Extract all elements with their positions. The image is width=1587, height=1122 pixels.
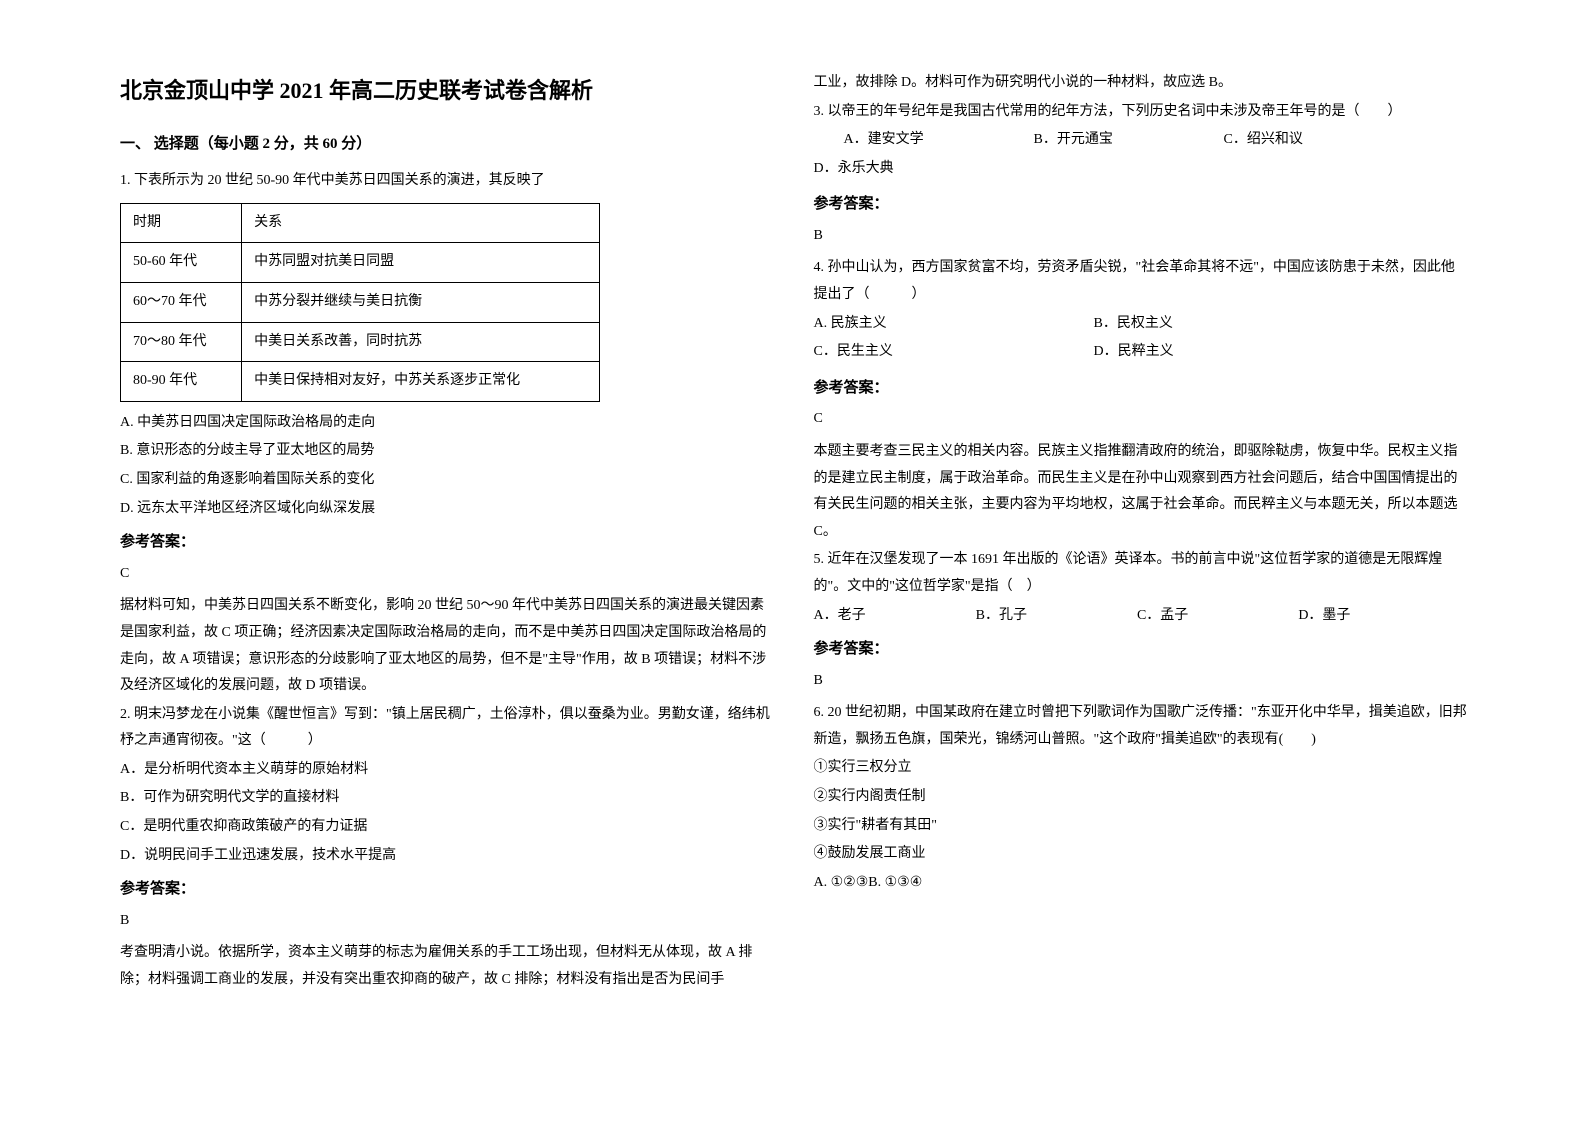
- table-row: 80-90 年代 中美日保持相对友好，中苏关系逐步正常化: [121, 362, 600, 402]
- q3-option: B．开元通宝: [1034, 127, 1224, 154]
- q2-answer: B: [120, 908, 774, 935]
- q6-item: ④鼓励发展工商业: [814, 841, 1468, 868]
- table-cell: 70～80 年代: [121, 322, 242, 362]
- q2-explanation-p1: 考查明清小说。依据所学，资本主义萌芽的标志为雇佣关系的手工工场出现，但材料无从体…: [120, 940, 774, 993]
- table-row: 50-60 年代 中苏同盟对抗美日同盟: [121, 243, 600, 283]
- q5-options: A．老子 B．孔子 C．孟子 D．墨子: [814, 603, 1468, 630]
- q2-option: C．是明代重农抑商政策破产的有力证据: [120, 814, 774, 841]
- q5-stem: 5. 近年在汉堡发现了一本 1691 年出版的《论语》英译本。书的前言中说"这位…: [814, 547, 1468, 600]
- q3-answer: B: [814, 223, 1468, 250]
- answer-label: 参考答案：: [814, 190, 1468, 219]
- q1-option: B. 意识形态的分歧主导了亚太地区的局势: [120, 438, 774, 465]
- q1-option: C. 国家利益的角逐影响着国际关系的变化: [120, 467, 774, 494]
- q3-option: D．永乐大典: [814, 156, 1034, 183]
- q1-explanation: 据材料可知，中美苏日四国关系不断变化，影响 20 世纪 50～90 年代中美苏日…: [120, 593, 774, 699]
- q1-stem: 1. 下表所示为 20 世纪 50-90 年代中美苏日四国关系的演进，其反映了: [120, 168, 774, 195]
- q1-option: D. 远东太平洋地区经济区域化向纵深发展: [120, 496, 774, 523]
- table-cell: 中美日保持相对友好，中苏关系逐步正常化: [242, 362, 600, 402]
- q4-explanation: 本题主要考查三民主义的相关内容。民族主义指推翻清政府的统治，即驱除鞑虏，恢复中华…: [814, 439, 1468, 545]
- table-row: 时期 关系: [121, 203, 600, 243]
- q6-item: ①实行三权分立: [814, 755, 1468, 782]
- table-row: 70～80 年代 中美日关系改善，同时抗苏: [121, 322, 600, 362]
- q3-options: A．建安文学 B．开元通宝 C．绍兴和议 D．永乐大典: [814, 127, 1468, 184]
- table-cell: 80-90 年代: [121, 362, 242, 402]
- q4-option: C．民生主义: [814, 339, 1094, 366]
- table-cell: 60～70 年代: [121, 283, 242, 323]
- answer-label: 参考答案：: [120, 875, 774, 904]
- q4-options: A. 民族主义 B．民权主义 C．民生主义 D．民粹主义: [814, 311, 1468, 368]
- q3-option: A．建安文学: [844, 127, 1034, 154]
- table-row: 60～70 年代 中苏分裂并继续与美日抗衡: [121, 283, 600, 323]
- q3-option: C．绍兴和议: [1224, 127, 1414, 154]
- table-cell: 中美日关系改善，同时抗苏: [242, 322, 600, 362]
- q2-option: A．是分析明代资本主义萌芽的原始材料: [120, 757, 774, 784]
- answer-label: 参考答案：: [120, 528, 774, 557]
- q4-option: A. 民族主义: [814, 311, 1094, 338]
- q5-option: D．墨子: [1298, 603, 1350, 630]
- q5-answer: B: [814, 668, 1468, 695]
- q6-options-line: A. ①②③B. ①③④: [814, 870, 1468, 897]
- page-title: 北京金顶山中学 2021 年高二历史联考试卷含解析: [120, 70, 774, 112]
- q1-option: A. 中美苏日四国决定国际政治格局的走向: [120, 410, 774, 437]
- table-header: 时期: [121, 203, 242, 243]
- q6-item: ②实行内阁责任制: [814, 784, 1468, 811]
- answer-label: 参考答案：: [814, 374, 1468, 403]
- q1-answer: C: [120, 561, 774, 588]
- q5-option: B．孔子: [976, 603, 1027, 630]
- q6-stem: 6. 20 世纪初期，中国某政府在建立时曾把下列歌词作为国歌广泛传播："东亚开化…: [814, 700, 1468, 753]
- q6-item: ③实行"耕者有其田": [814, 813, 1468, 840]
- q2-explanation-p2: 工业，故排除 D。材料可作为研究明代小说的一种材料，故应选 B。: [814, 70, 1468, 97]
- table-cell: 中苏分裂并继续与美日抗衡: [242, 283, 600, 323]
- section-heading: 一、 选择题（每小题 2 分，共 60 分）: [120, 130, 774, 159]
- q2-option: B．可作为研究明代文学的直接材料: [120, 785, 774, 812]
- q4-option: D．民粹主义: [1094, 339, 1374, 366]
- table-header: 关系: [242, 203, 600, 243]
- q1-table: 时期 关系 50-60 年代 中苏同盟对抗美日同盟 60～70 年代 中苏分裂并…: [120, 203, 600, 402]
- q2-option: D．说明民间手工业迅速发展，技术水平提高: [120, 843, 774, 870]
- q4-stem: 4. 孙中山认为，西方国家贫富不均，劳资矛盾尖锐，"社会革命其将不远"，中国应该…: [814, 255, 1468, 308]
- q2-stem: 2. 明末冯梦龙在小说集《醒世恒言》写到："镇上居民稠广，土俗淳朴，俱以蚕桑为业…: [120, 702, 774, 755]
- q5-option: C．孟子: [1137, 603, 1188, 630]
- answer-label: 参考答案：: [814, 635, 1468, 664]
- q5-option: A．老子: [814, 603, 866, 630]
- table-cell: 中苏同盟对抗美日同盟: [242, 243, 600, 283]
- q4-answer: C: [814, 406, 1468, 433]
- table-cell: 50-60 年代: [121, 243, 242, 283]
- q3-stem: 3. 以帝王的年号纪年是我国古代常用的纪年方法，下列历史名词中未涉及帝王年号的是…: [814, 99, 1468, 126]
- q4-option: B．民权主义: [1094, 311, 1374, 338]
